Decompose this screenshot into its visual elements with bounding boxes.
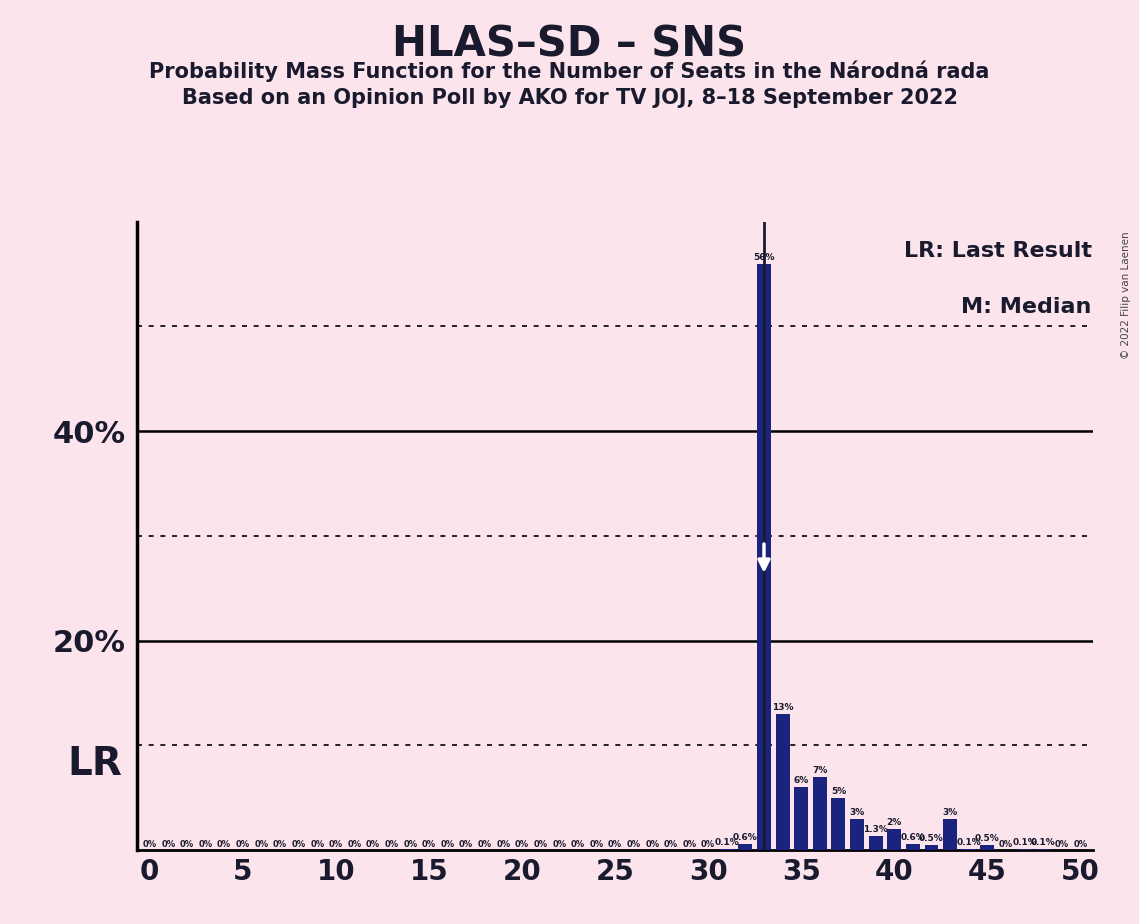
Text: 0%: 0% xyxy=(664,840,678,849)
Bar xyxy=(794,787,809,850)
Text: HLAS–SD – SNS: HLAS–SD – SNS xyxy=(393,23,746,65)
Text: 0%: 0% xyxy=(626,840,641,849)
Text: 0.6%: 0.6% xyxy=(901,833,925,842)
Bar xyxy=(1036,849,1050,850)
Text: 0%: 0% xyxy=(497,840,510,849)
Bar xyxy=(869,836,883,850)
Text: 0.1%: 0.1% xyxy=(714,838,739,847)
Text: 0%: 0% xyxy=(515,840,528,849)
Text: 0%: 0% xyxy=(385,840,399,849)
Bar xyxy=(738,844,753,850)
Text: 0%: 0% xyxy=(310,840,325,849)
Text: 0%: 0% xyxy=(180,840,194,849)
Text: 0%: 0% xyxy=(552,840,566,849)
Text: 0%: 0% xyxy=(608,840,622,849)
Text: © 2022 Filip van Laenen: © 2022 Filip van Laenen xyxy=(1121,231,1131,359)
Text: 3%: 3% xyxy=(850,808,865,817)
Bar xyxy=(887,829,901,850)
Text: 0.1%: 0.1% xyxy=(1013,838,1036,847)
Bar xyxy=(813,777,827,850)
Text: 0%: 0% xyxy=(421,840,436,849)
Text: 6%: 6% xyxy=(794,776,809,785)
Bar xyxy=(757,263,771,850)
Text: 0%: 0% xyxy=(682,840,697,849)
Text: 0%: 0% xyxy=(366,840,380,849)
Text: 0%: 0% xyxy=(403,840,417,849)
Text: 0%: 0% xyxy=(347,840,361,849)
Text: 7%: 7% xyxy=(812,766,828,774)
Text: 0.1%: 0.1% xyxy=(957,838,981,847)
Bar xyxy=(925,845,939,850)
Text: 0.6%: 0.6% xyxy=(734,833,757,842)
Text: 0%: 0% xyxy=(571,840,585,849)
Text: 0%: 0% xyxy=(162,840,175,849)
Text: 1.3%: 1.3% xyxy=(863,825,888,834)
Text: 5%: 5% xyxy=(830,786,846,796)
Text: 0.1%: 0.1% xyxy=(1031,838,1056,847)
Text: 0%: 0% xyxy=(198,840,213,849)
Bar xyxy=(720,849,734,850)
Bar xyxy=(850,819,865,850)
Bar xyxy=(981,845,994,850)
Text: 0%: 0% xyxy=(273,840,287,849)
Text: 0%: 0% xyxy=(999,840,1013,849)
Text: 0%: 0% xyxy=(329,840,343,849)
Text: 0%: 0% xyxy=(589,840,604,849)
Text: 13%: 13% xyxy=(772,703,794,711)
Bar xyxy=(906,844,920,850)
Text: 0%: 0% xyxy=(218,840,231,849)
Text: 0.5%: 0.5% xyxy=(919,833,944,843)
Text: 0%: 0% xyxy=(533,840,548,849)
Text: 56%: 56% xyxy=(753,252,775,261)
Text: M: Median: M: Median xyxy=(961,298,1091,317)
Bar xyxy=(776,714,789,850)
Bar xyxy=(831,797,845,850)
Text: LR: LR xyxy=(67,746,122,784)
Text: 0%: 0% xyxy=(477,840,492,849)
Text: 0%: 0% xyxy=(1073,840,1088,849)
Text: Probability Mass Function for the Number of Seats in the Národná rada: Probability Mass Function for the Number… xyxy=(149,60,990,81)
Text: 0%: 0% xyxy=(645,840,659,849)
Bar xyxy=(961,849,976,850)
Text: 2%: 2% xyxy=(886,818,902,827)
Text: 0%: 0% xyxy=(254,840,269,849)
Text: 0%: 0% xyxy=(142,840,157,849)
Text: 0%: 0% xyxy=(441,840,454,849)
Text: LR: Last Result: LR: Last Result xyxy=(903,240,1091,261)
Text: 0%: 0% xyxy=(459,840,473,849)
Text: 0%: 0% xyxy=(1055,840,1068,849)
Text: 0.5%: 0.5% xyxy=(975,833,1000,843)
Text: 0%: 0% xyxy=(292,840,305,849)
Bar xyxy=(943,819,957,850)
Text: Based on an Opinion Poll by AKO for TV JOJ, 8–18 September 2022: Based on an Opinion Poll by AKO for TV J… xyxy=(181,88,958,108)
Text: 3%: 3% xyxy=(942,808,958,817)
Text: 0%: 0% xyxy=(702,840,715,849)
Text: 0%: 0% xyxy=(236,840,249,849)
Bar xyxy=(1017,849,1032,850)
